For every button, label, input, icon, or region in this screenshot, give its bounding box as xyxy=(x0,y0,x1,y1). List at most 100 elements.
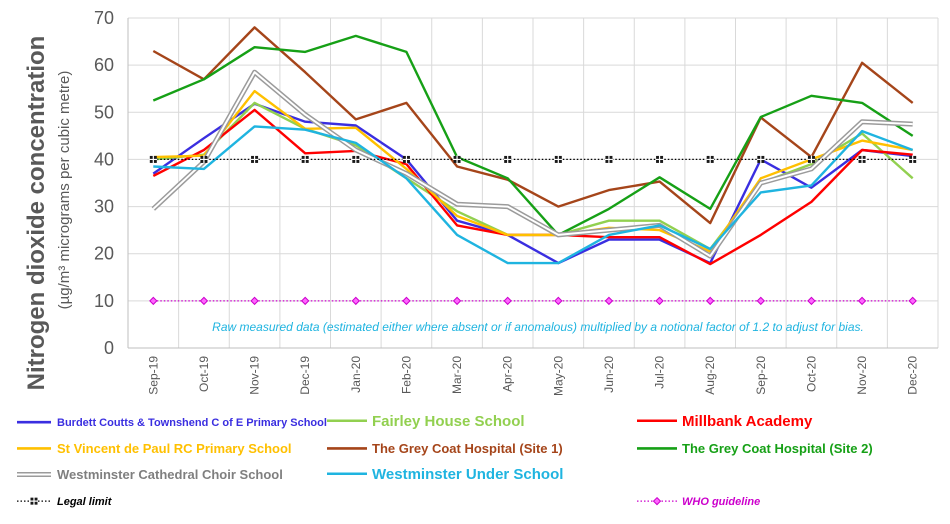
legend-item: St Vincent de Paul RC Primary School xyxy=(17,441,292,456)
y-tick-label: 0 xyxy=(104,338,114,358)
x-tick-label: Jun-20 xyxy=(602,356,616,393)
legend-label: Westminster Under School xyxy=(372,466,563,483)
legend-item: Legal limit xyxy=(17,496,113,508)
series-8 xyxy=(149,155,917,164)
legend-item: The Grey Coat Hospital (Site 2) xyxy=(637,441,873,456)
x-tick-label: Mar-20 xyxy=(450,356,464,394)
data-point-cross xyxy=(807,155,816,164)
x-tick-label: Feb-20 xyxy=(399,356,413,394)
data-point-cross xyxy=(908,155,917,164)
data-point-cross xyxy=(453,155,462,164)
data-point-cross xyxy=(250,155,259,164)
data-point-cross xyxy=(655,155,664,164)
series-line-inner xyxy=(152,71,913,258)
series-line xyxy=(153,89,913,253)
series-5 xyxy=(152,34,914,237)
x-tick-labels: Sep-19 Oct-19 Nov-19 Dec-19 Jan-20 Feb-20 Mar-… xyxy=(146,356,919,396)
legend-item: Millbank Academy xyxy=(637,413,813,430)
data-point xyxy=(908,296,917,306)
y-tick-label: 30 xyxy=(94,197,114,217)
data-point xyxy=(807,296,816,306)
data-point-cross xyxy=(301,155,310,164)
data-point xyxy=(149,296,158,306)
data-point-cross xyxy=(706,155,715,164)
data-point xyxy=(250,296,259,306)
x-tick-label: Dec-19 xyxy=(298,356,312,395)
data-point-cross xyxy=(199,155,208,164)
legend-item: Fairley House School xyxy=(327,413,525,430)
legend-item: Westminster Under School xyxy=(327,466,563,483)
legend-item: WHO guideline xyxy=(637,496,760,508)
legend: Burdett Coutts & Townshend C of E Primar… xyxy=(17,413,873,508)
series-lines xyxy=(149,26,917,306)
data-point xyxy=(756,296,766,306)
axes xyxy=(127,18,938,349)
data-point-cross xyxy=(756,155,765,164)
data-point-cross xyxy=(351,155,360,164)
data-point xyxy=(300,296,310,306)
y-tick-label: 10 xyxy=(94,291,114,311)
series-9 xyxy=(149,296,917,306)
x-tick-label: Jul-20 xyxy=(653,356,667,389)
data-point xyxy=(655,296,664,306)
data-point xyxy=(402,296,411,306)
y-tick-labels: 0 10 20 30 40 50 60 70 xyxy=(94,8,114,358)
chart-annotation: Raw measured data (estimated either wher… xyxy=(212,320,864,334)
x-tick-label: May-20 xyxy=(551,356,565,396)
legend-label: St Vincent de Paul RC Primary School xyxy=(57,441,292,456)
data-point-cross xyxy=(503,155,512,164)
legend-label: The Grey Coat Hospital (Site 2) xyxy=(682,441,873,456)
legend-label: WHO guideline xyxy=(682,496,760,508)
y-axis-units: (µg/m³ micrograms per cubic metre) xyxy=(56,71,73,310)
x-tick-label: Nov-19 xyxy=(248,356,262,395)
legend-label: Fairley House School xyxy=(372,413,525,430)
y-tick-label: 50 xyxy=(94,102,114,122)
data-point xyxy=(199,296,209,306)
x-tick-label: Apr-20 xyxy=(501,356,515,392)
y-axis-title: Nitrogen dioxide concentration xyxy=(23,36,50,391)
data-point xyxy=(452,296,462,306)
series-line xyxy=(153,125,914,265)
legend-item: Westminster Cathedral Choir School xyxy=(17,467,283,482)
x-tick-label: Sep-20 xyxy=(754,356,768,395)
axis-titles: Nitrogen dioxide concentration (µg/m³ mi… xyxy=(23,36,73,391)
legend-item: Burdett Coutts & Townshend C of E Primar… xyxy=(17,417,327,429)
data-point-cross xyxy=(402,155,411,164)
x-tick-label: Aug-20 xyxy=(703,356,717,395)
x-tick-label: Dec-20 xyxy=(906,356,920,395)
gridlines xyxy=(127,17,939,348)
series-line xyxy=(152,34,914,237)
data-point xyxy=(857,296,867,306)
legend-label: Millbank Academy xyxy=(682,413,813,430)
data-point-cross xyxy=(149,155,158,164)
data-point xyxy=(554,296,563,306)
data-point-cross xyxy=(604,155,613,164)
data-point-cross xyxy=(554,155,563,164)
data-point-cross xyxy=(858,155,867,164)
y-tick-label: 60 xyxy=(94,55,114,75)
y-tick-label: 70 xyxy=(94,8,114,28)
data-point xyxy=(705,296,715,306)
x-tick-label: Jan-20 xyxy=(349,356,363,393)
y-tick-label: 20 xyxy=(94,244,114,264)
series-7 xyxy=(153,125,914,265)
legend-label: Westminster Cathedral Choir School xyxy=(57,467,283,482)
legend-label: The Grey Coat Hospital (Site 1) xyxy=(372,441,563,456)
data-point xyxy=(351,296,361,306)
data-point xyxy=(604,296,614,306)
x-tick-label: Sep-19 xyxy=(146,356,160,395)
series-3 xyxy=(153,89,913,253)
legend-label: Legal limit xyxy=(57,496,113,508)
legend-marker xyxy=(652,496,662,506)
x-tick-label: Nov-20 xyxy=(855,356,869,395)
legend-item: The Grey Coat Hospital (Site 1) xyxy=(327,441,563,456)
x-tick-label: Oct-20 xyxy=(804,356,818,392)
data-point xyxy=(503,296,512,306)
y-tick-label: 40 xyxy=(94,149,114,169)
x-tick-label: Oct-19 xyxy=(197,356,211,392)
legend-label: Burdett Coutts & Townshend C of E Primar… xyxy=(57,417,327,429)
legend-marker-cross xyxy=(30,497,38,506)
series-6 xyxy=(151,69,913,259)
